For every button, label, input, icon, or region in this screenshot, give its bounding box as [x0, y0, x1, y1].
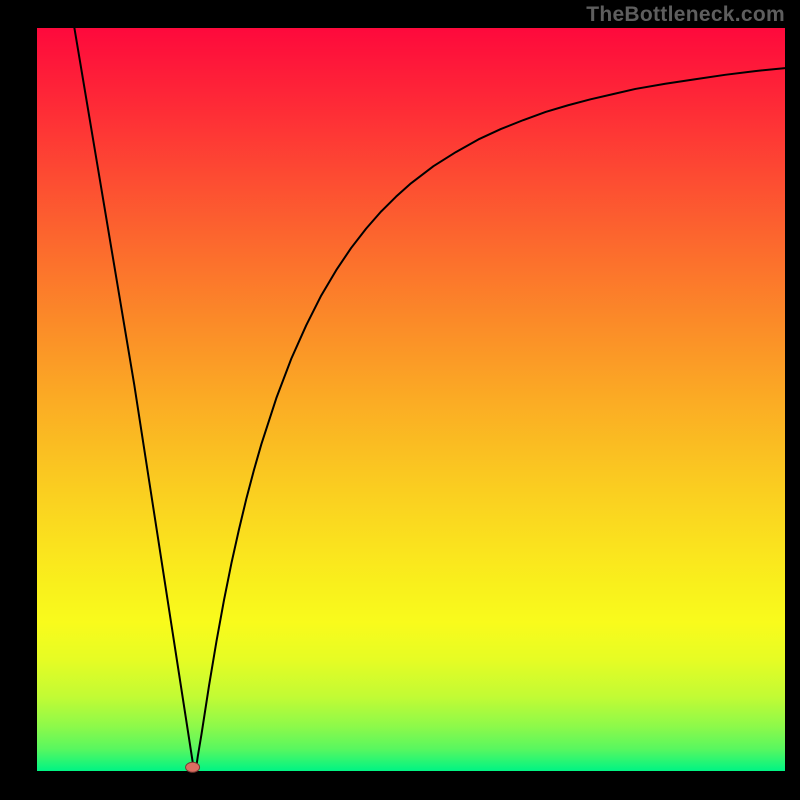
plot-gradient-background — [37, 28, 785, 771]
chart-svg — [0, 0, 800, 800]
watermark-text: TheBottleneck.com — [586, 3, 785, 27]
chart-canvas — [0, 0, 800, 800]
minimum-marker — [186, 762, 200, 772]
